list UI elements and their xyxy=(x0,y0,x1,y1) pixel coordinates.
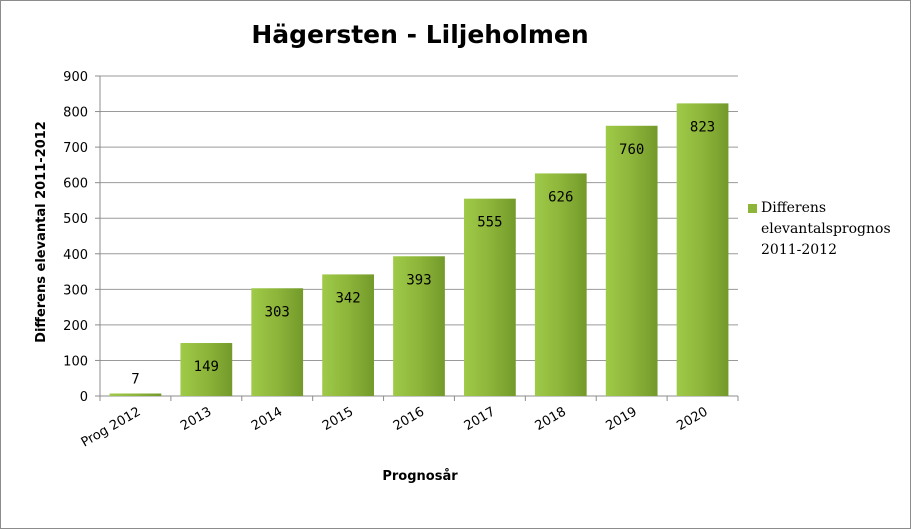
y-tick-label: 900 xyxy=(63,70,88,85)
x-axis-label: Prognosår xyxy=(382,469,458,484)
bar xyxy=(464,198,516,396)
x-tick-label: 2019 xyxy=(604,404,640,434)
y-tick-label: 0 xyxy=(80,390,88,405)
y-tick-label: 800 xyxy=(63,106,88,121)
legend-entry: Differens elevantalsprognos 2011-2012 xyxy=(761,200,891,258)
data-label: 823 xyxy=(690,119,715,135)
y-tick-label: 700 xyxy=(63,141,88,156)
bar xyxy=(676,103,729,396)
x-tick-label: 2020 xyxy=(674,404,710,434)
y-tick-label: 600 xyxy=(63,177,88,192)
y-tick-label: 100 xyxy=(63,354,88,369)
data-label: 555 xyxy=(477,215,502,231)
bar xyxy=(180,343,233,396)
x-tick-label: 2017 xyxy=(462,404,498,434)
x-tick-label: 2018 xyxy=(533,404,569,434)
y-tick-label: 300 xyxy=(63,283,88,298)
bar xyxy=(393,256,445,396)
bar xyxy=(109,393,162,396)
bar xyxy=(251,288,304,396)
data-label: 760 xyxy=(619,142,644,158)
x-tick-label: 2013 xyxy=(178,404,214,434)
data-label: 393 xyxy=(406,272,431,288)
x-tick-label: Prog 2012 xyxy=(79,404,144,450)
data-label: 7 xyxy=(131,372,139,388)
legend-swatch xyxy=(748,204,757,213)
x-tick-label: 2016 xyxy=(391,404,427,434)
y-tick-label: 400 xyxy=(63,248,88,263)
chart-title: Hägersten - Liljeholmen xyxy=(251,20,589,49)
data-label: 626 xyxy=(548,189,573,205)
x-tick-label: 2014 xyxy=(249,404,285,434)
bar xyxy=(534,173,587,396)
bar xyxy=(322,274,374,396)
data-label: 149 xyxy=(194,359,219,375)
bar xyxy=(605,125,658,397)
x-tick-label: 2015 xyxy=(320,404,356,434)
data-label: 342 xyxy=(335,290,360,306)
y-axis-label: Differens elevantal 2011-2012 xyxy=(34,121,49,343)
y-tick-label: 500 xyxy=(63,212,88,227)
data-label: 303 xyxy=(265,304,290,320)
y-tick-label: 200 xyxy=(63,319,88,334)
